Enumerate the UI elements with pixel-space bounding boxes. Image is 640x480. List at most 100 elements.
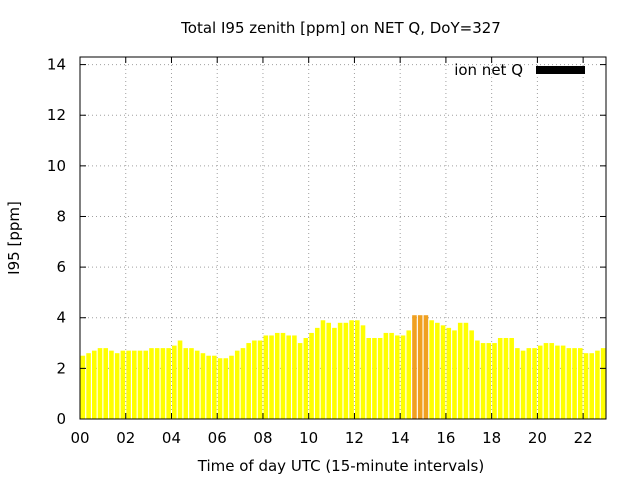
x-tick-label: 14 [391, 429, 410, 447]
bar [486, 343, 492, 419]
x-tick-label: 06 [208, 429, 227, 447]
bar [86, 353, 91, 419]
bar [97, 348, 103, 419]
bar [234, 350, 240, 419]
bar [194, 350, 200, 419]
x-tick-label: 10 [299, 429, 318, 447]
y-tick-label: 14 [47, 56, 66, 74]
x-axis-label: Time of day UTC (15-minute intervals) [197, 457, 484, 475]
bar [360, 325, 366, 419]
bar [520, 350, 526, 419]
bar [555, 345, 560, 419]
bar [515, 348, 520, 419]
bar [383, 332, 389, 419]
bar [160, 348, 166, 419]
bar [343, 322, 349, 419]
y-tick-label: 12 [47, 106, 66, 124]
x-tick-label: 00 [70, 429, 89, 447]
y-axis-label: I95 [ppm] [5, 201, 23, 275]
legend-label: ion net Q [454, 61, 523, 79]
bar [326, 322, 331, 419]
bar [377, 337, 383, 419]
bar [172, 345, 177, 419]
x-tick-label: 16 [436, 429, 455, 447]
bar [92, 350, 97, 419]
bar [149, 348, 154, 419]
bar [103, 348, 109, 419]
bar [257, 340, 263, 419]
bar [600, 348, 606, 419]
bar [109, 350, 114, 419]
bar [532, 348, 537, 419]
bar [492, 343, 497, 419]
bar [126, 350, 131, 419]
bar [252, 340, 257, 419]
x-tick-label: 04 [162, 429, 181, 447]
bar [337, 322, 343, 419]
bars-layer [80, 315, 606, 419]
bar [469, 330, 474, 419]
bar [154, 348, 160, 419]
bar [183, 348, 189, 419]
bar [263, 335, 269, 419]
bar [303, 337, 309, 419]
bar [292, 335, 297, 419]
legend: ion net Q [454, 61, 585, 79]
bar [497, 337, 503, 419]
bar [395, 335, 400, 419]
bar [400, 335, 406, 419]
bar [429, 320, 434, 419]
bar [435, 322, 440, 419]
x-tick-label: 22 [574, 429, 593, 447]
bar [80, 355, 86, 419]
bar [286, 335, 291, 419]
bar [200, 353, 206, 419]
bar [355, 320, 360, 419]
bar [120, 350, 126, 419]
bar [212, 355, 217, 419]
bar [543, 343, 549, 419]
bar [229, 355, 234, 419]
bar [526, 348, 532, 419]
bar [223, 358, 229, 419]
bar [560, 345, 566, 419]
grid-layer [80, 57, 606, 419]
y-tick-label: 4 [56, 309, 66, 327]
bar [166, 348, 171, 419]
bar [457, 322, 463, 419]
bar [475, 340, 480, 419]
bar [446, 327, 452, 419]
bar [349, 320, 354, 419]
legend-swatch [536, 66, 585, 74]
bar [452, 330, 457, 419]
plot-frame [79, 56, 607, 420]
bar [583, 353, 589, 419]
bar [132, 350, 137, 419]
x-tick-label: 18 [482, 429, 501, 447]
bar [589, 353, 594, 419]
bar [274, 332, 280, 419]
bar [577, 348, 583, 419]
bar [389, 332, 394, 419]
x-tick-label: 12 [345, 429, 364, 447]
bar [309, 332, 314, 419]
y-tick-label: 0 [56, 410, 66, 428]
bar [280, 332, 286, 419]
bar [177, 340, 183, 419]
bar [366, 337, 372, 419]
x-tick-label: 02 [116, 429, 135, 447]
bar [417, 315, 423, 419]
bar [595, 350, 600, 419]
bar [217, 358, 223, 419]
bar [189, 348, 194, 419]
bar [320, 320, 326, 419]
bar [143, 350, 149, 419]
y-tick-label: 2 [56, 359, 66, 377]
bar [246, 343, 251, 419]
bar [269, 335, 274, 419]
bar [206, 355, 211, 419]
bar [240, 348, 246, 419]
bar [114, 353, 120, 419]
bar [314, 327, 320, 419]
